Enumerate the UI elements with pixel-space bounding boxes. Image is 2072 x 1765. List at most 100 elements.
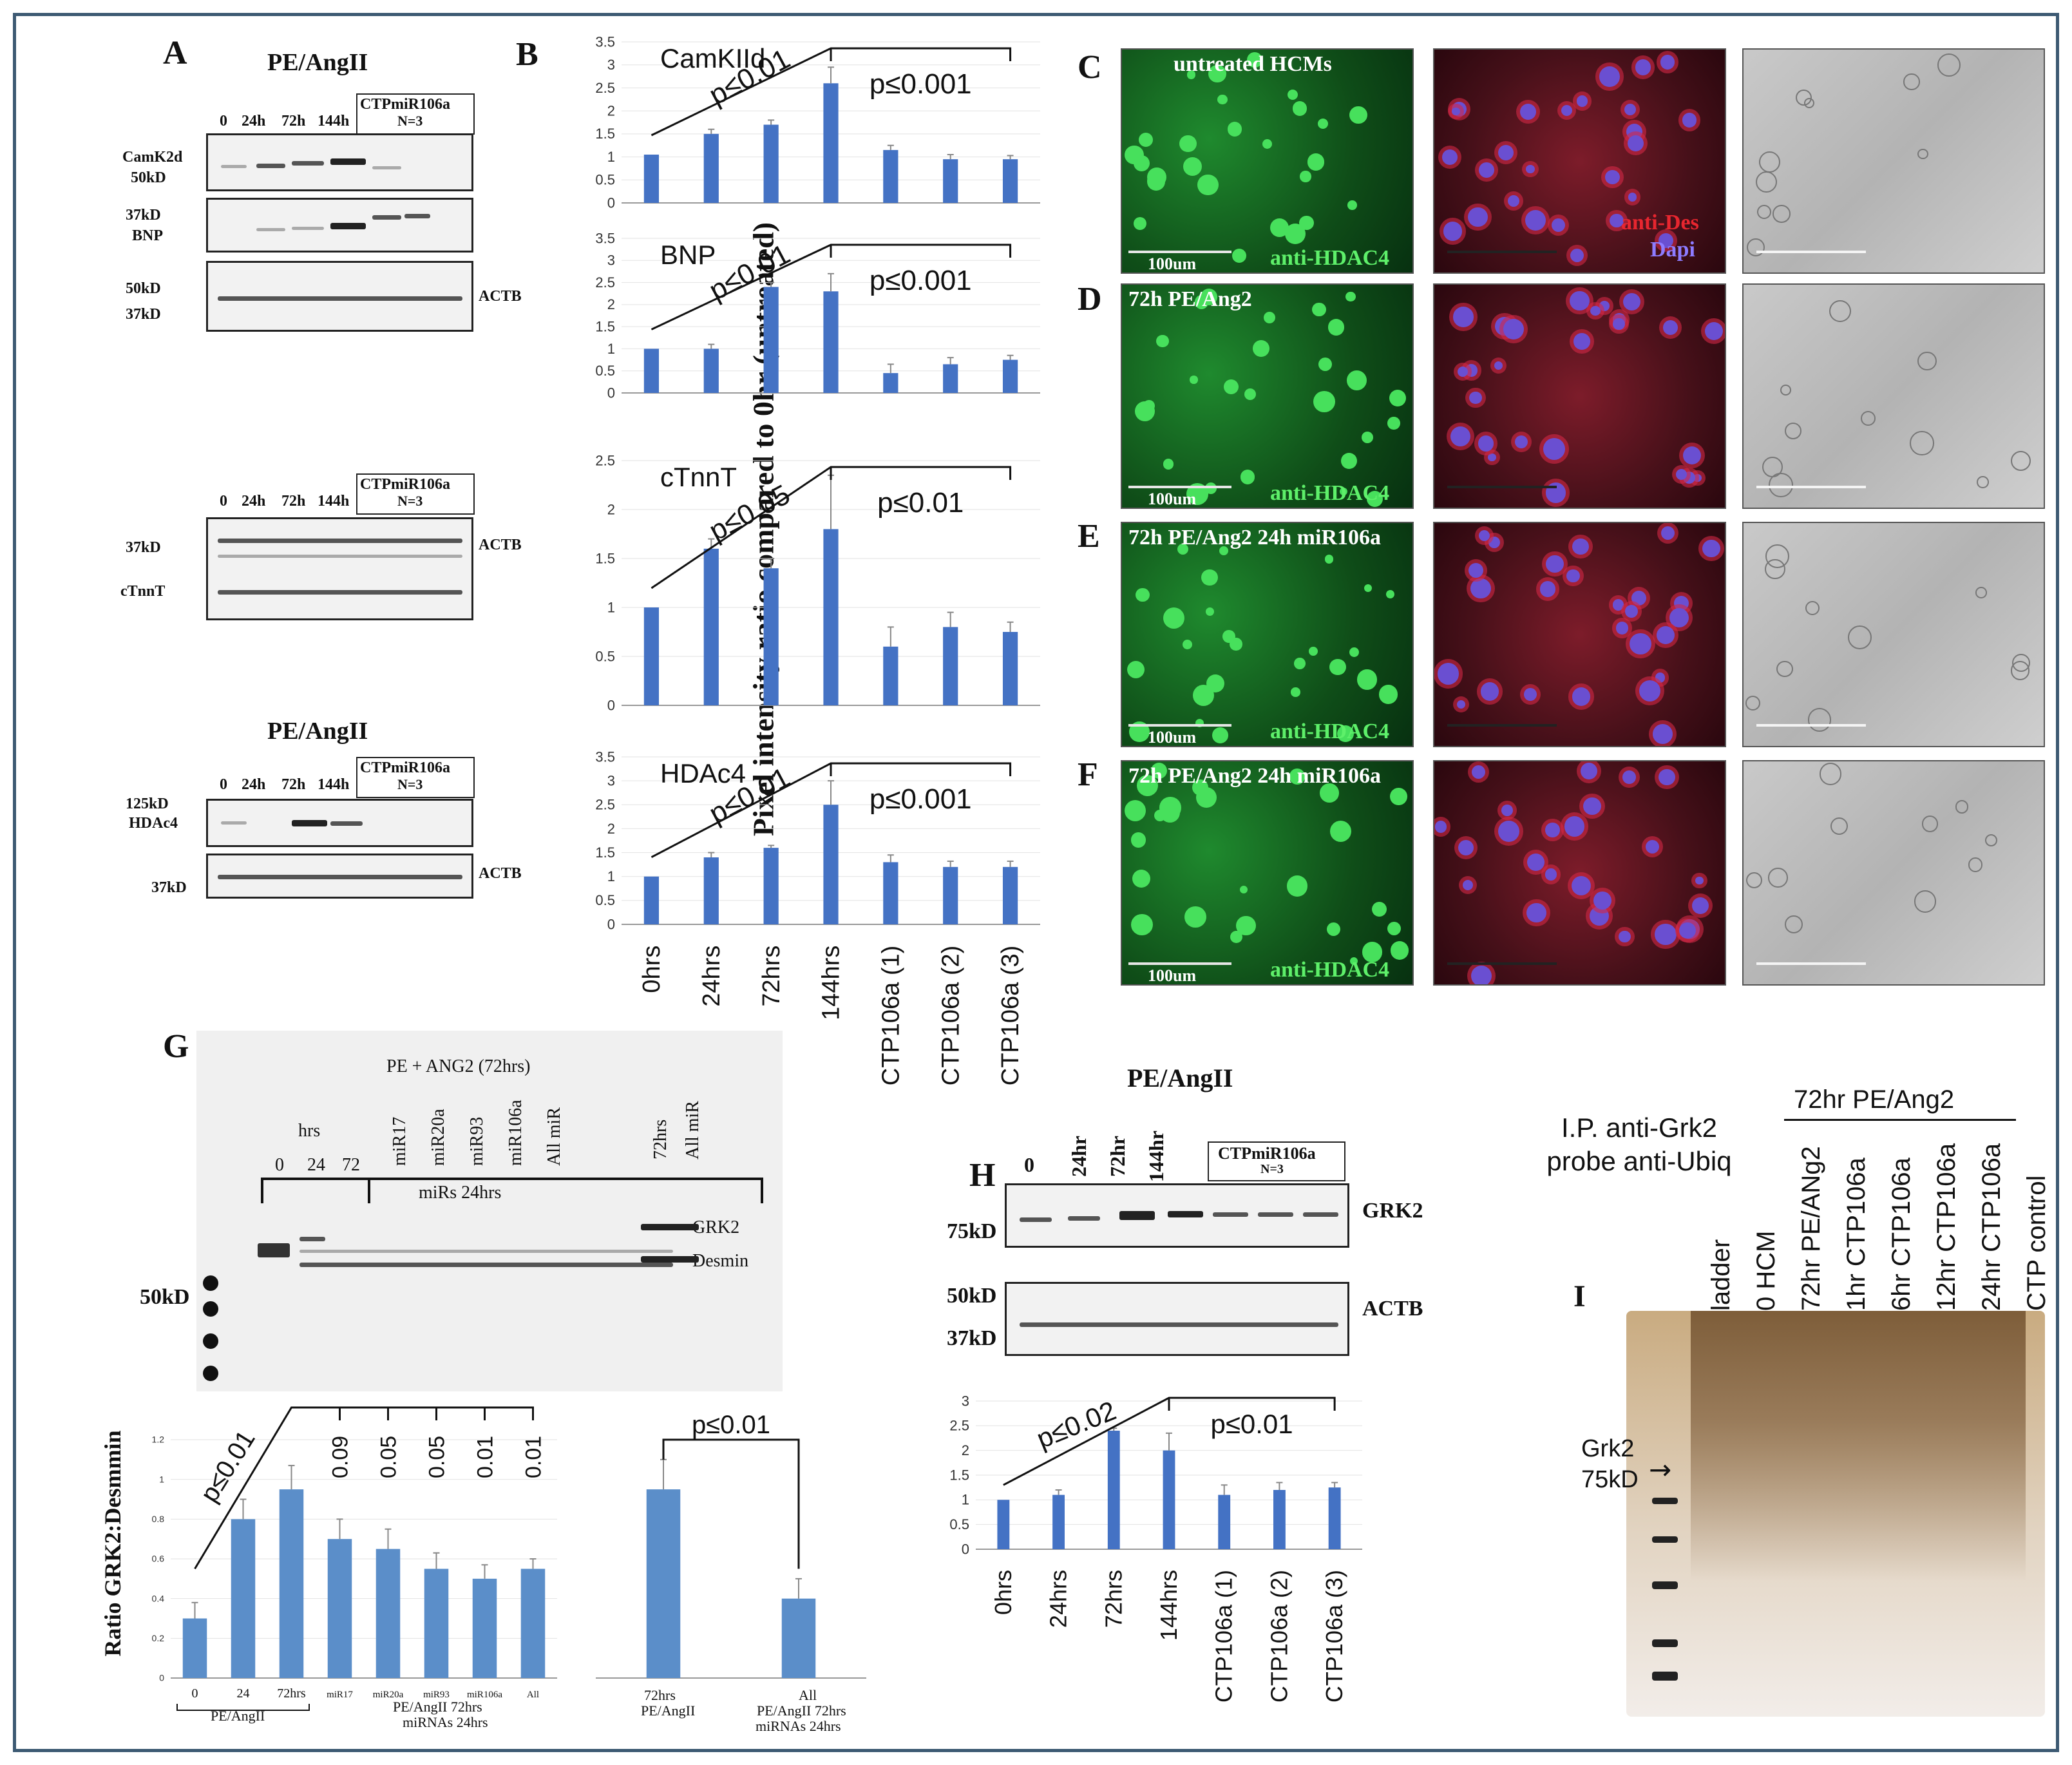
cell-blob — [1654, 923, 1677, 946]
cell-blob — [1968, 857, 1982, 872]
bar — [763, 568, 779, 705]
y-tick-label: 0.8 — [152, 1514, 165, 1524]
cell-blob — [1623, 292, 1641, 310]
cell-blob — [1184, 906, 1206, 928]
h-marker-37kd: 37kD — [947, 1326, 997, 1350]
a1-lane-0: 0 — [220, 113, 227, 129]
cell-blob — [1625, 605, 1639, 618]
cell-blob — [1659, 769, 1675, 786]
cell-blob — [1610, 213, 1624, 228]
cell-blob — [1519, 103, 1536, 120]
g-group-divider — [261, 1178, 370, 1203]
x-tick-label: CTP106a (3) — [997, 946, 1024, 1086]
micrograph-e-green: 72h PE/Ang2 24h miR106a anti-HDAC4 100um — [1121, 522, 1414, 747]
cell-blob — [1163, 459, 1174, 470]
p-value: 0.09 — [328, 1436, 353, 1478]
g-hrs-label: hrs — [298, 1121, 321, 1141]
i-marker-75kd: 75kD — [1581, 1466, 1639, 1493]
cell-blob — [2010, 661, 2030, 680]
a1-label-50kd: 50kD — [131, 169, 166, 186]
a3-label-125kd: 125kD — [126, 796, 169, 812]
bar — [646, 1489, 681, 1678]
cell-blob — [1593, 892, 1611, 910]
x-tick-label: All — [527, 1690, 539, 1700]
y-tick-label: 0.5 — [595, 892, 615, 908]
cell-blob — [1917, 351, 1937, 371]
bar — [703, 857, 719, 924]
x-tick-label: 0hrs — [990, 1570, 1016, 1615]
cell-blob — [1326, 922, 1340, 936]
cell-blob — [1450, 426, 1470, 446]
cell-blob — [1572, 539, 1589, 555]
a2-lane-72h: 72h — [281, 493, 306, 510]
cell-blob — [1917, 148, 1928, 160]
cell-blob — [1462, 879, 1474, 890]
i-lane-label: 12hr CTP106a — [1932, 1143, 1961, 1311]
cell-blob — [1605, 169, 1620, 185]
x-tick-label: 24 — [237, 1686, 250, 1701]
x-tick-label: 24hrs — [698, 946, 725, 1007]
bar — [763, 848, 779, 924]
y-tick-label: 1 — [159, 1474, 164, 1484]
bar — [703, 548, 719, 705]
cell-blob — [1543, 437, 1565, 460]
cell-blob — [1630, 633, 1651, 655]
bar — [883, 646, 898, 705]
cell-blob — [1127, 660, 1145, 679]
x-tick-label: CTP106a (3) — [1321, 1570, 1347, 1703]
bar — [823, 83, 839, 203]
a3-lane-144h: 144h — [318, 776, 350, 793]
cell-blob — [1205, 607, 1214, 616]
p-value-right: p≤0.001 — [870, 265, 972, 296]
p-value-right: p≤0.001 — [870, 68, 972, 100]
blot-bnp — [206, 198, 473, 253]
bar — [703, 348, 719, 393]
g-mir-labels: miR17 miR20a miR93 miR106a All miR — [370, 1069, 628, 1176]
a2-label-ctnnt: cTnnT — [120, 583, 166, 600]
cell-blob — [1498, 145, 1514, 161]
cell-blob — [1704, 321, 1723, 341]
y-tick-label: 0 — [962, 1541, 969, 1557]
a3-lane-24h: 24h — [242, 776, 266, 793]
a3-lane-72h: 72h — [281, 776, 306, 793]
y-tick-label: 2 — [962, 1442, 969, 1458]
cell-blob — [1329, 658, 1346, 676]
a3-label-hdac4: HDAc4 — [129, 815, 178, 832]
cell-blob — [1768, 868, 1788, 888]
cell-blob — [1269, 218, 1289, 237]
g-lane-72: 72 — [342, 1155, 360, 1175]
cell-blob — [1252, 340, 1269, 357]
cell-blob — [1526, 902, 1546, 923]
cell-blob — [1133, 217, 1146, 231]
y-tick-label: 0.5 — [595, 172, 615, 188]
cell-blob — [1458, 367, 1468, 377]
cell-blob — [1807, 707, 1832, 732]
cell-blob — [1367, 490, 1383, 507]
blot-ctnnt — [206, 517, 473, 620]
g-right-cat2a: All — [799, 1687, 817, 1703]
cell-blob — [1390, 787, 1407, 805]
cell-blob — [1240, 886, 1248, 894]
h-ctp-label: CTPmiR106a — [1218, 1144, 1316, 1163]
p-value: 0.05 — [377, 1436, 401, 1478]
i-lane-label: 6hr CTP106a — [1887, 1158, 1915, 1311]
p-value-right: p≤0.001 — [870, 783, 972, 815]
h-lane-72hr: 72hr — [1106, 1136, 1129, 1177]
cell-blob — [1660, 526, 1675, 540]
micro-stain-f: anti-HDAC4 — [1270, 958, 1390, 982]
y-tick-label: 2.5 — [949, 1418, 969, 1434]
blot-grk2 — [1005, 1183, 1349, 1248]
bar — [1002, 159, 1018, 203]
cell-blob — [1673, 595, 1689, 611]
cell-blob — [1244, 388, 1256, 401]
bar — [472, 1578, 497, 1678]
bar — [943, 159, 958, 203]
cell-blob — [1390, 941, 1409, 960]
cell-blob — [1364, 584, 1373, 593]
cell-blob — [1452, 107, 1460, 116]
cell-blob — [1361, 431, 1374, 443]
micro-dapi-label: Dapi — [1650, 238, 1695, 262]
blot-actb-3 — [206, 854, 473, 899]
chart-title: BNP — [660, 240, 716, 270]
i-arrow-icon: → — [1649, 1454, 1672, 1485]
